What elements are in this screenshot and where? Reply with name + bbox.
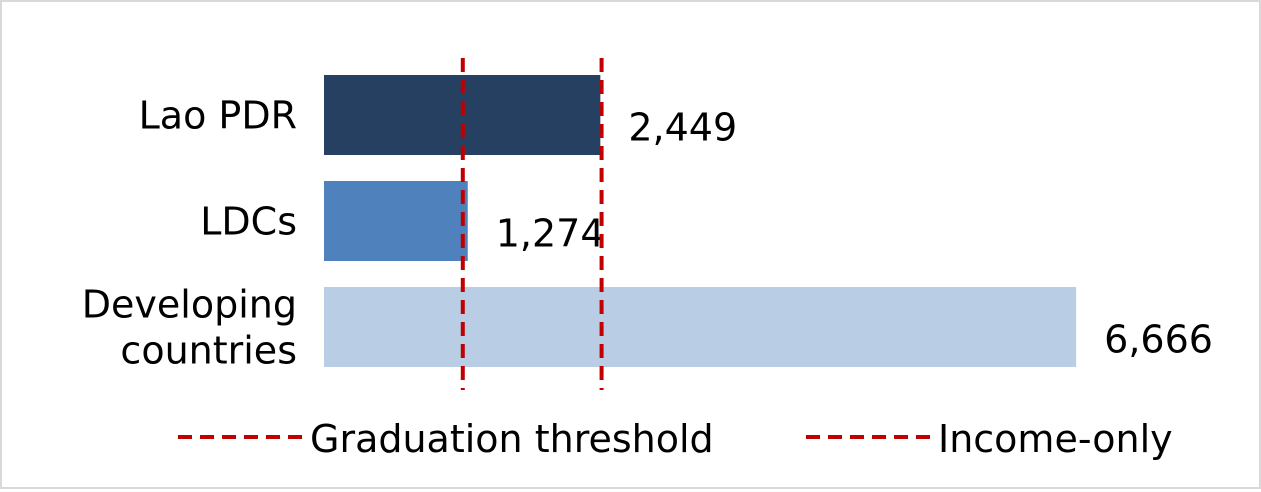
- value-label-developing-countries: 6,666: [1104, 317, 1213, 361]
- bar-developing-countries: [324, 287, 1077, 367]
- legend: Graduation threshold Income-only: [178, 417, 1173, 461]
- legend-label-income-only: Income-only: [938, 417, 1173, 461]
- category-label-lao-pdr: Lao PDR: [139, 93, 297, 137]
- value-label-lao-pdr: 2,449: [628, 105, 737, 149]
- bar-ldcs: [324, 181, 468, 261]
- legend-label-graduation-threshold: Graduation threshold: [310, 417, 714, 461]
- labels-layer: Lao PDR 2,449 LDCs 1,274 Developing countries…: [82, 93, 1213, 372]
- category-label-developing-countries: Developing countries: [82, 282, 297, 372]
- reference-lines-layer: [460, 58, 604, 390]
- legend-item-income-only: Income-only: [806, 417, 1173, 461]
- legend-item-graduation-threshold: Graduation threshold: [178, 417, 714, 461]
- category-label-ldcs: LDCs: [200, 199, 297, 243]
- value-label-ldcs: 1,274: [496, 211, 605, 255]
